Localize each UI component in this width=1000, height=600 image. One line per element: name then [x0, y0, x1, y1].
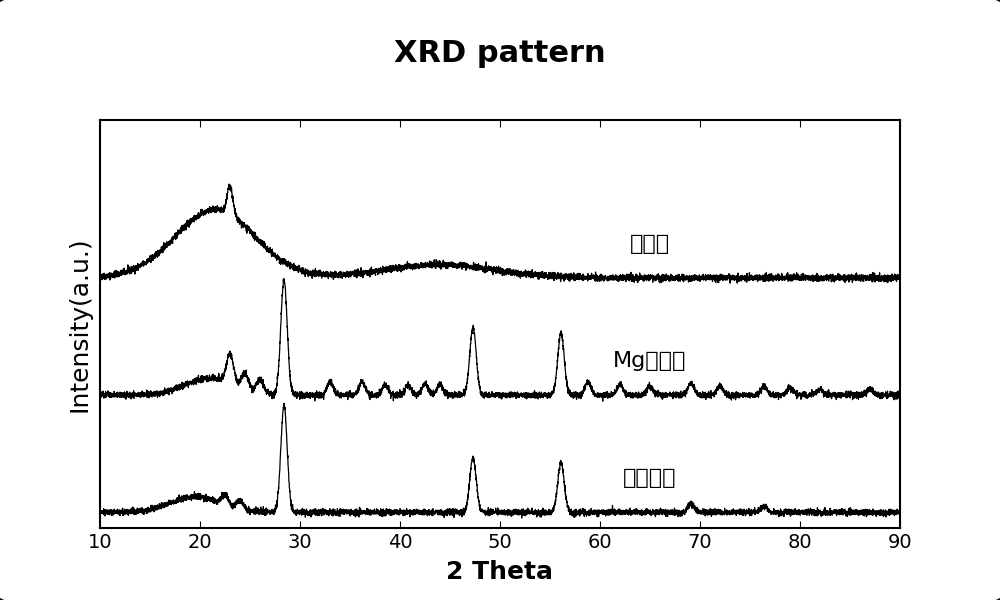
- X-axis label: 2 Theta: 2 Theta: [446, 560, 554, 584]
- Text: XRD pattern: XRD pattern: [394, 39, 606, 68]
- Text: 酸洗后: 酸洗后: [630, 234, 670, 254]
- Text: 碳包覆后: 碳包覆后: [623, 469, 677, 488]
- Y-axis label: Intensity(a.u.): Intensity(a.u.): [68, 236, 92, 412]
- Text: Mg还原后: Mg还原后: [613, 351, 687, 371]
